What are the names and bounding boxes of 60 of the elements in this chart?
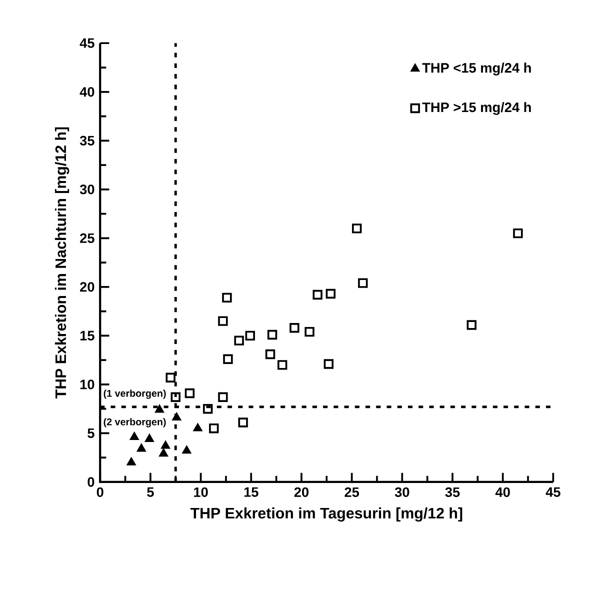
y-axis-title: THP Exkretion im Nachturin [mg/12 h] [54, 127, 70, 398]
y-tick-label: 0 [88, 477, 94, 487]
point [222, 292, 232, 303]
point [238, 418, 248, 428]
point [267, 330, 278, 340]
x-tick-label: 30 [394, 487, 410, 498]
point [466, 320, 476, 330]
point [352, 224, 362, 234]
point [358, 278, 368, 288]
annotation: (2 verborgen) [104, 418, 166, 428]
point [290, 323, 300, 333]
point [184, 388, 195, 398]
point [145, 434, 154, 442]
y-tick-label: 40 [80, 87, 94, 97]
y-tick-label: 35 [80, 136, 94, 146]
point [137, 444, 146, 452]
point [172, 412, 181, 420]
point [218, 392, 228, 402]
point [277, 360, 288, 370]
x-tick-label: 15 [244, 487, 258, 497]
point [182, 446, 192, 454]
y-tick-label: 10 [80, 380, 94, 390]
point [218, 316, 228, 326]
annotation: (1 verborgen) [104, 390, 166, 399]
x-tick-label: 20 [294, 487, 309, 498]
x-tick-label: 35 [445, 487, 460, 498]
point [234, 336, 244, 346]
x-axis-title: THP Exkretion im Tagesurin [mg/12 h] [190, 507, 462, 522]
y-tick-label: 25 [80, 233, 94, 244]
point [245, 330, 255, 341]
point [202, 404, 213, 414]
point [326, 288, 336, 299]
point [513, 228, 523, 238]
legend-label: THP <15 mg/24 h [422, 62, 531, 76]
point [130, 432, 139, 440]
point [312, 290, 322, 300]
y-tick-label: 30 [80, 184, 94, 194]
legend-label: THP >15 mg/24 h [422, 102, 531, 115]
x-tick-label: 45 [546, 487, 560, 497]
point [155, 404, 164, 413]
point [166, 372, 176, 382]
point [265, 349, 276, 360]
point [161, 441, 170, 449]
y-tick-label: 20 [80, 282, 94, 292]
y-tick-label: 45 [80, 38, 94, 48]
point [126, 458, 136, 466]
y-tick-label: 15 [80, 330, 94, 340]
point [193, 423, 202, 432]
x-tick-label: 10 [194, 487, 208, 498]
point [170, 392, 180, 402]
y-tick-label: 5 [88, 428, 94, 438]
x-tick-label: 25 [344, 487, 360, 498]
x-tick-label: 0 [96, 487, 104, 498]
point [223, 354, 233, 364]
point [324, 359, 334, 369]
point [304, 326, 314, 337]
x-tick-label: 40 [495, 487, 510, 498]
point [209, 423, 219, 434]
x-tick-label: 5 [147, 487, 154, 497]
point [159, 448, 168, 457]
